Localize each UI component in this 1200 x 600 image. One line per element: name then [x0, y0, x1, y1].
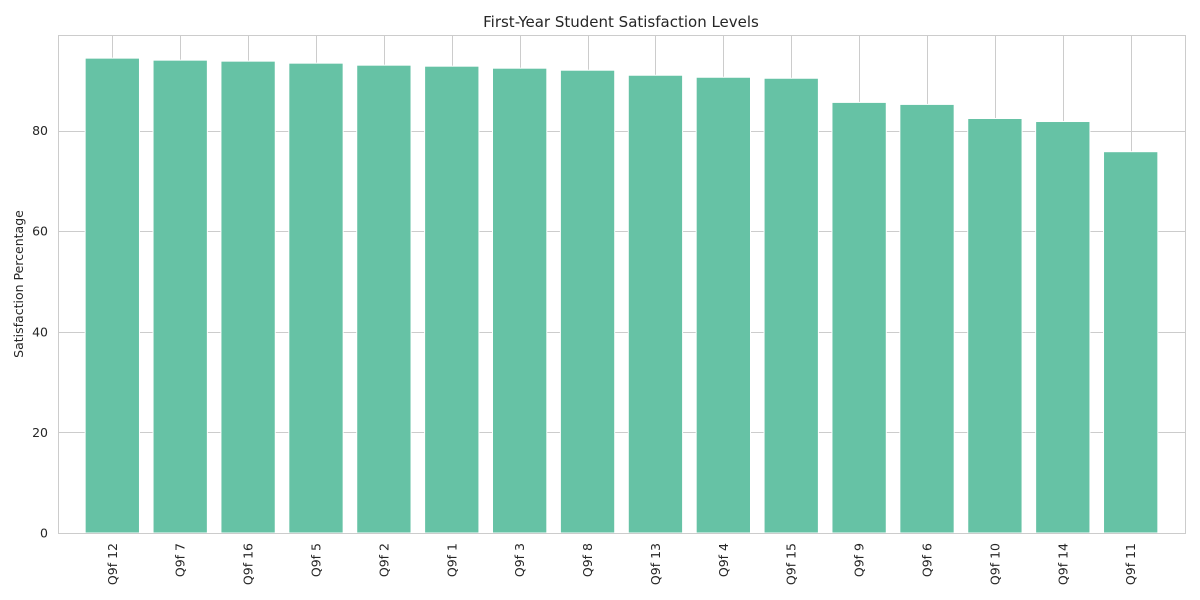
y-tick-label: 20	[32, 425, 48, 440]
bar	[356, 64, 412, 534]
x-tick-label: Q9f 12	[105, 543, 120, 585]
bar	[763, 77, 819, 534]
bar	[288, 62, 344, 534]
bar	[967, 118, 1023, 534]
bar	[559, 69, 616, 534]
plot-frame	[58, 35, 1186, 534]
x-tick-label: Q9f 7	[173, 543, 188, 577]
bar	[220, 60, 276, 534]
bar	[424, 65, 480, 534]
bar	[695, 76, 751, 534]
bar	[1103, 151, 1159, 534]
y-tick-label: 40	[32, 324, 48, 339]
x-tick-label: Q9f 14	[1055, 543, 1070, 585]
bar	[831, 101, 887, 534]
x-tick-label: Q9f 15	[784, 543, 799, 585]
x-tick-label: Q9f 5	[308, 543, 323, 577]
y-axis-ticks: 0 20 40 60 80	[32, 123, 48, 540]
x-tick-label: Q9f 11	[1123, 543, 1138, 585]
y-tick-label: 60	[32, 224, 48, 239]
x-tick-label: Q9f 2	[376, 543, 391, 577]
bar	[1035, 121, 1091, 534]
bar	[492, 67, 548, 534]
x-axis-ticks: Q9f 12 Q9f 7 Q9f 16 Q9f 5 Q9f 2 Q9f 1 Q9f 3 Q9f…	[105, 543, 1138, 585]
y-tick-label: 0	[40, 526, 48, 541]
x-tick-label: Q9f 16	[241, 543, 256, 585]
y-axis-label: Satisfaction Percentage	[11, 210, 26, 358]
bar	[152, 59, 208, 534]
bar	[627, 74, 684, 534]
x-tick-label: Q9f 3	[512, 543, 527, 577]
chart-title: First-Year Student Satisfaction Levels	[483, 13, 759, 31]
x-tick-label: Q9f 6	[920, 543, 935, 577]
bar	[84, 57, 140, 534]
x-tick-label: Q9f 13	[648, 543, 663, 585]
bar	[899, 103, 955, 534]
x-tick-label: Q9f 1	[444, 543, 459, 577]
x-tick-label: Q9f 10	[987, 543, 1002, 585]
y-tick-label: 80	[32, 123, 48, 138]
x-tick-label: Q9f 9	[852, 543, 867, 577]
bars	[84, 57, 1159, 534]
x-tick-label: Q9f 4	[716, 543, 731, 577]
x-tick-label: Q9f 8	[580, 543, 595, 577]
